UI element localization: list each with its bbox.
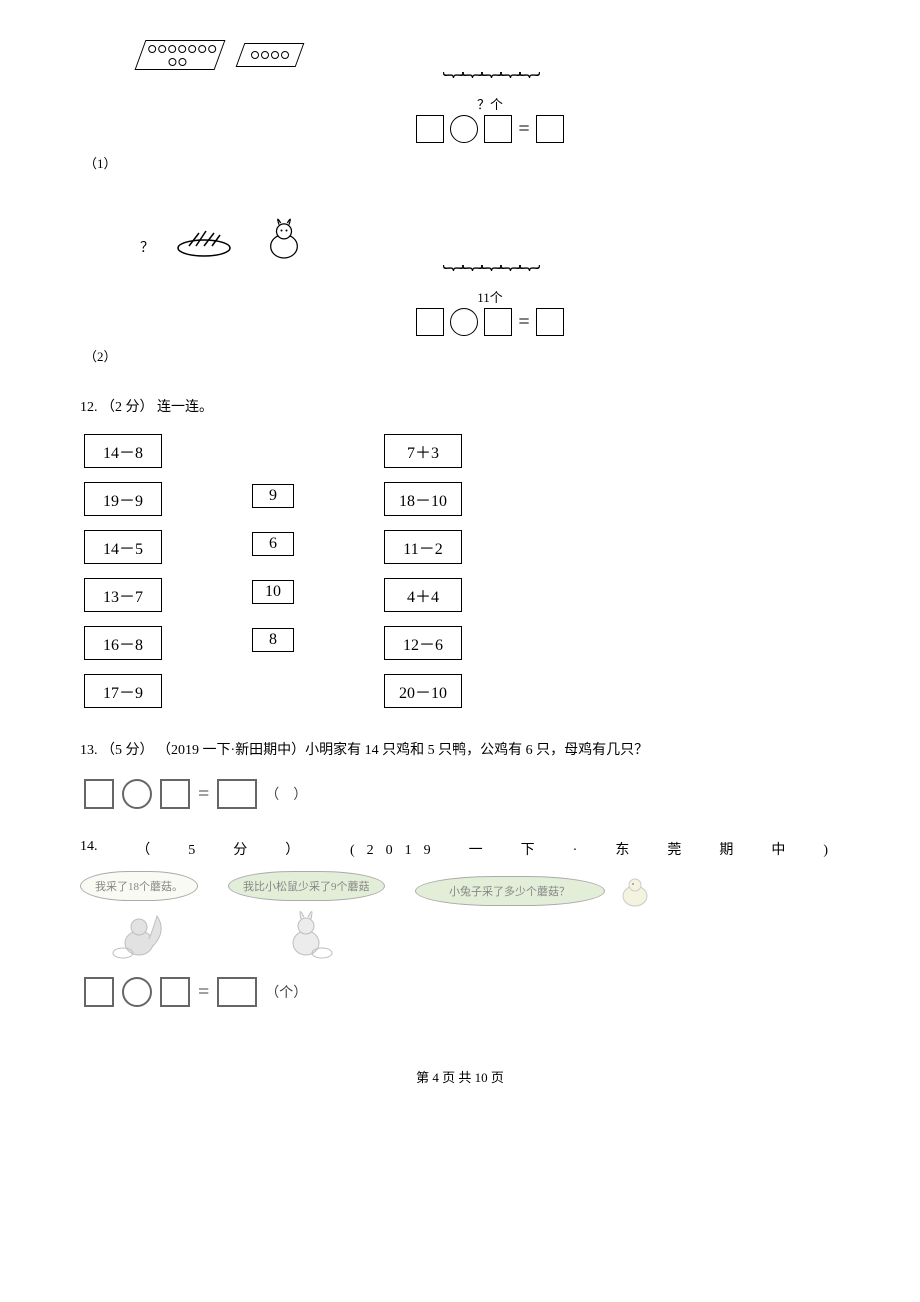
question-1-figure: ︸︸︸︸︸ ？个 = bbox=[140, 40, 840, 143]
match-expression: 19－9 bbox=[84, 482, 162, 516]
carrot-plate-icon bbox=[174, 213, 234, 263]
item-number-1: （1） bbox=[84, 153, 117, 172]
tray-dot bbox=[148, 45, 156, 53]
question-14-header: 14. （ 5 分 ） (2019 一 下 · 东 莞 期 中 ) bbox=[80, 839, 840, 859]
question-2-figure: ？ ︸︸︸︸︸ 11个 = bbox=[140, 213, 840, 336]
match-col-right: 7＋3 18－10 11－2 4＋4 12－6 20－10 bbox=[384, 434, 462, 708]
operand-box bbox=[160, 779, 190, 809]
tray-dot bbox=[208, 45, 216, 53]
equals-sign: = bbox=[198, 783, 209, 806]
operator-circle bbox=[450, 308, 478, 336]
match-expression: 7＋3 bbox=[384, 434, 462, 468]
equals-sign: = bbox=[198, 981, 209, 1004]
operand-box bbox=[416, 115, 444, 143]
equals-sign: = bbox=[518, 311, 529, 334]
operand-box bbox=[416, 308, 444, 336]
operand-box bbox=[84, 977, 114, 1007]
match-answer: 6 bbox=[252, 532, 294, 556]
match-expression: 14－5 bbox=[84, 530, 162, 564]
equation-row-1: = bbox=[140, 115, 840, 143]
tray-2 bbox=[236, 43, 305, 67]
question-13-header: 13. （5 分） （2019 一下·新田期中）小明家有 14 只鸡和 5 只鸭… bbox=[80, 738, 840, 763]
tray-dot bbox=[261, 51, 269, 59]
rabbit-row: ？ bbox=[140, 213, 840, 263]
question-13: 13. （5 分） （2019 一下·新田期中）小明家有 14 只鸡和 5 只鸭… bbox=[80, 738, 840, 809]
equation-row-14: = （个） bbox=[84, 977, 840, 1007]
tray-dot bbox=[198, 45, 206, 53]
match-expression: 16－8 bbox=[84, 626, 162, 660]
match-expression: 18－10 bbox=[384, 482, 462, 516]
match-answer: 10 bbox=[252, 580, 294, 604]
tray-dot bbox=[158, 45, 166, 53]
squirrel-icon bbox=[109, 901, 169, 961]
tray-dot bbox=[178, 45, 186, 53]
bubble-row: 我采了18个蘑菇。 我比小松鼠少采了9个蘑菇 小兔子采了多少个蘑菇？ bbox=[80, 871, 840, 961]
matching-grid: 14－8 19－9 14－5 13－7 16－8 17－9 9 6 10 8 7＋3 18－10 1… bbox=[84, 434, 840, 708]
match-expression: 11－2 bbox=[384, 530, 462, 564]
operand-box bbox=[160, 977, 190, 1007]
tray-1 bbox=[135, 40, 226, 70]
unit-paren: （ ） bbox=[265, 784, 307, 804]
tray-dot bbox=[281, 51, 289, 59]
tray-dot bbox=[271, 51, 279, 59]
match-answer: 8 bbox=[252, 628, 294, 652]
question-mark-icon: ？ bbox=[140, 237, 154, 257]
tray-dot bbox=[188, 45, 196, 53]
result-box bbox=[217, 977, 257, 1007]
operand-box bbox=[484, 115, 512, 143]
match-col-center: 9 6 10 8 bbox=[252, 484, 294, 708]
match-expression: 17－9 bbox=[84, 674, 162, 708]
operator-circle bbox=[122, 779, 152, 809]
equation-row-13: = （ ） bbox=[84, 779, 840, 809]
match-expression: 12－6 bbox=[384, 626, 462, 660]
match-expression: 20－10 bbox=[384, 674, 462, 708]
q14-source: (2019 一 下 · 东 莞 期 中 ) bbox=[350, 839, 840, 859]
match-expression: 13－7 bbox=[84, 578, 162, 612]
tray-dot bbox=[251, 51, 259, 59]
bunny-icon bbox=[276, 901, 336, 961]
question-12: 12. （2 分） 连一连。 14－8 19－9 14－5 13－7 16－8 17－9 … bbox=[80, 396, 840, 708]
page-footer: 第 4 页 共 10 页 bbox=[80, 1067, 840, 1086]
result-box bbox=[536, 115, 564, 143]
operand-box bbox=[484, 308, 512, 336]
tray-dot bbox=[179, 58, 187, 66]
rabbit-icon bbox=[254, 213, 314, 263]
question-12-header: 12. （2 分） 连一连。 bbox=[80, 396, 840, 416]
speech-bubble-3: 小兔子采了多少个蘑菇？ bbox=[415, 876, 605, 906]
result-box bbox=[217, 779, 257, 809]
match-expression: 14－8 bbox=[84, 434, 162, 468]
speech-bubble-2: 我比小松鼠少采了9个蘑菇 bbox=[228, 871, 385, 901]
operator-circle bbox=[450, 115, 478, 143]
equation-row-2: = bbox=[140, 308, 840, 336]
operator-circle bbox=[122, 977, 152, 1007]
tray-dot bbox=[169, 58, 177, 66]
result-box bbox=[536, 308, 564, 336]
q14-num: 14. bbox=[80, 839, 98, 859]
match-answer: 9 bbox=[252, 484, 294, 508]
unit-paren: （个） bbox=[265, 982, 307, 1002]
match-col-left: 14－8 19－9 14－5 13－7 16－8 17－9 bbox=[84, 434, 162, 708]
under-label-1: ？个 bbox=[140, 94, 840, 113]
operand-box bbox=[84, 779, 114, 809]
item-number-2: （2） bbox=[84, 346, 117, 365]
speech-bubble-1: 我采了18个蘑菇。 bbox=[80, 871, 198, 901]
question-14: 14. （ 5 分 ） (2019 一 下 · 东 莞 期 中 ) 我采了18个… bbox=[80, 839, 840, 1007]
tray-dot bbox=[168, 45, 176, 53]
q14-points: （ 5 分 ） bbox=[136, 839, 311, 859]
equals-sign: = bbox=[518, 118, 529, 141]
chick-icon bbox=[615, 871, 655, 911]
match-expression: 4＋4 bbox=[384, 578, 462, 612]
under-label-2: 11个 bbox=[140, 287, 840, 306]
